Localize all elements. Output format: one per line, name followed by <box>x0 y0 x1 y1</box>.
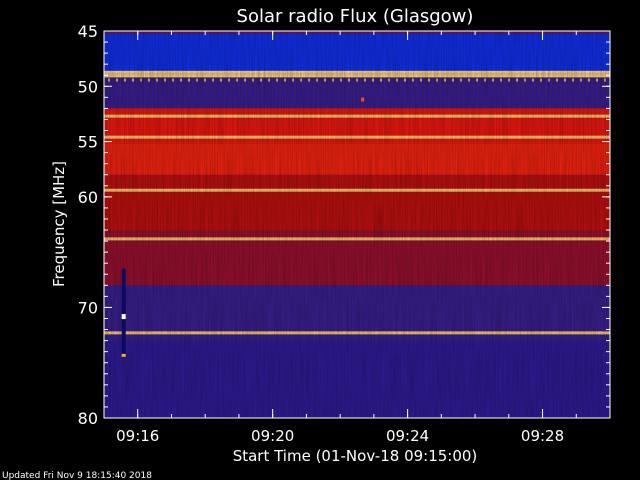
x-tick-label: 09:24 <box>386 427 429 445</box>
plot-area <box>103 30 611 419</box>
x-axis-label: Start Time (01-Nov-18 09:15:00) <box>233 447 478 465</box>
y-tick-label: 45 <box>78 22 98 41</box>
y-tick-label: 70 <box>78 298 98 317</box>
x-tick-label: 09:20 <box>251 427 294 445</box>
burst-peak <box>121 314 126 320</box>
y-tick-label: 60 <box>78 188 98 207</box>
y-tick-label: 55 <box>78 133 98 152</box>
plot-frame <box>103 30 611 419</box>
noise-texture <box>104 31 610 418</box>
burst-column <box>121 268 126 358</box>
x-axis: 09:16 09:20 09:24 09:28 <box>103 31 611 445</box>
burst-tail <box>121 353 126 357</box>
y-axis: 45 50 55 60 70 80 <box>78 22 610 428</box>
y-axis-label: Frequency [MHz] <box>50 161 68 287</box>
spot-mark <box>361 97 365 102</box>
chart-title: Solar radio Flux (Glasgow) <box>237 6 474 27</box>
y-tick-label: 80 <box>78 409 98 428</box>
y-tick-label: 50 <box>78 77 98 96</box>
x-tick-label: 09:16 <box>116 427 159 445</box>
updated-footer: Updated Fri Nov 9 18:15:40 2018 <box>2 471 152 480</box>
x-tick-label: 09:28 <box>521 427 564 445</box>
